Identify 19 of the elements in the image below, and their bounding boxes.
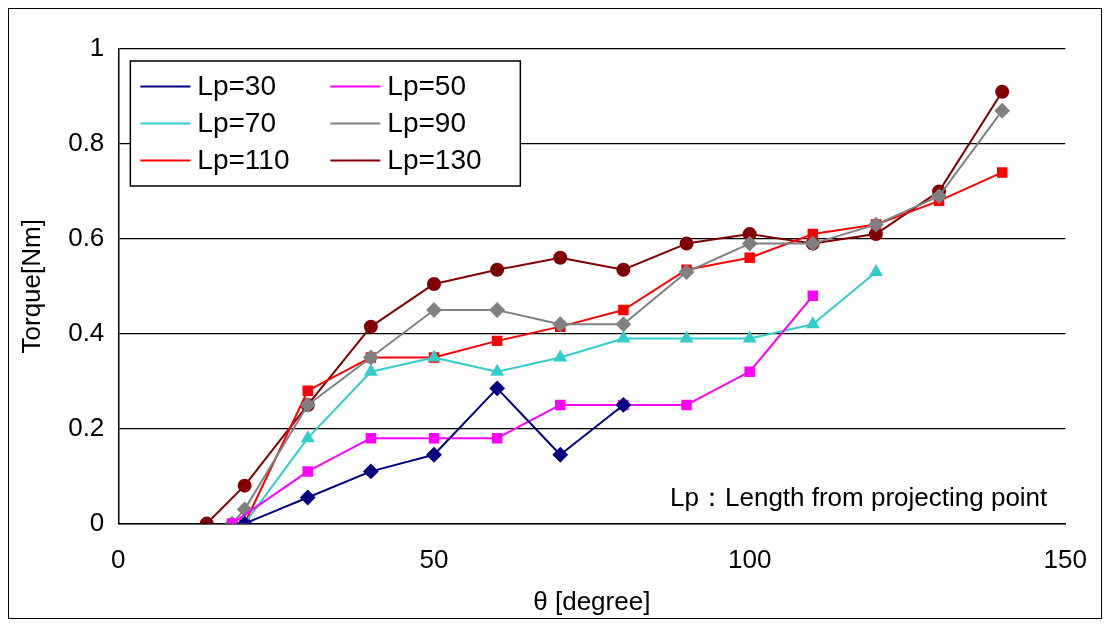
x-tick-label: 0 xyxy=(111,544,126,575)
x-tick-label: 150 xyxy=(1043,544,1088,575)
x-axis-title: θ [degree] xyxy=(533,585,651,616)
y-tick-label: 0.4 xyxy=(68,316,105,347)
y-tick-label: 0 xyxy=(89,506,105,537)
legend-label: Lp=110 xyxy=(197,144,290,176)
annotation: Lp：Length from projecting point xyxy=(670,481,1049,512)
x-tick-label: 50 xyxy=(419,544,449,575)
y-axis-title: Torque[Nm] xyxy=(15,219,46,354)
y-tick-label: 0.2 xyxy=(68,411,105,442)
legend-label: Lp=70 xyxy=(197,107,276,139)
legend-label: Lp=90 xyxy=(387,107,466,139)
y-tick-label: 0.6 xyxy=(68,222,105,253)
legend-label: Lp=130 xyxy=(387,144,482,176)
legend-label: Lp=50 xyxy=(387,70,466,102)
legend-label: Lp=30 xyxy=(197,70,276,102)
x-tick-label: 100 xyxy=(727,544,772,575)
y-tick-label: 1 xyxy=(89,32,105,63)
y-tick-label: 0.8 xyxy=(68,127,105,158)
